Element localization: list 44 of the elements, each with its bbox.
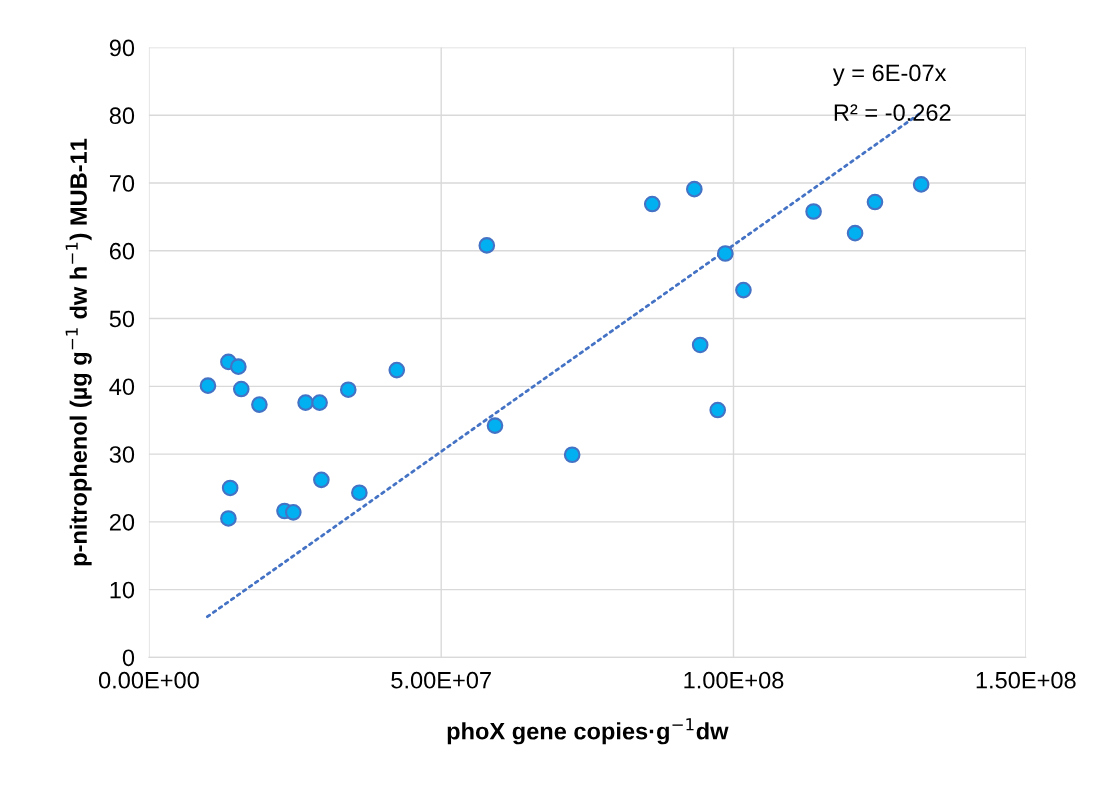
point bbox=[339, 381, 357, 399]
point bbox=[643, 195, 661, 213]
y-axis-title: p-nitrophenol (µg g$^{−1}$ dw h$^{−1}$) MUB-11 bbox=[65, 138, 92, 566]
point bbox=[709, 401, 727, 419]
annotation: y = 6E-07x bbox=[832, 64, 947, 86]
y-tick-label: 70 bbox=[109, 175, 135, 192]
point bbox=[313, 471, 330, 489]
y-tick-label: 20 bbox=[109, 513, 135, 531]
y-tick-label: 0 bbox=[122, 649, 135, 667]
point bbox=[220, 510, 237, 527]
y-tick-label: 50 bbox=[109, 310, 135, 328]
y-tick-label: 60 bbox=[109, 242, 135, 260]
point bbox=[912, 176, 930, 193]
y-tick-label: 90 bbox=[109, 39, 135, 57]
y-tick-label: 80 bbox=[109, 107, 135, 125]
x-axis-title: phoX gene copies·g$^{−1}$dw bbox=[447, 718, 729, 745]
point bbox=[388, 361, 406, 379]
point bbox=[297, 394, 314, 411]
y-tick-label: 10 bbox=[110, 581, 135, 599]
annotation: R² = -0.262 bbox=[834, 104, 951, 121]
x-tick-label: 5.00E+07 bbox=[391, 671, 491, 689]
point bbox=[716, 245, 734, 262]
point bbox=[563, 446, 581, 464]
point bbox=[486, 417, 504, 434]
point bbox=[846, 224, 864, 242]
point bbox=[866, 193, 884, 211]
point bbox=[251, 396, 268, 413]
point bbox=[232, 380, 250, 398]
point bbox=[686, 180, 703, 198]
y-tick-label: 40 bbox=[109, 378, 135, 396]
point bbox=[221, 479, 239, 497]
point bbox=[478, 237, 496, 254]
point bbox=[351, 484, 368, 502]
point bbox=[735, 281, 752, 299]
x-tick-label: 1.00E+08 bbox=[684, 671, 784, 689]
point bbox=[805, 203, 822, 220]
point bbox=[199, 377, 217, 394]
point bbox=[284, 504, 302, 521]
x-tick-label: 0.00E+00 bbox=[98, 671, 199, 689]
y-tick-label: 30 bbox=[109, 446, 135, 463]
x-tick-label: 1.50E+08 bbox=[976, 671, 1076, 689]
point bbox=[311, 394, 328, 411]
point bbox=[691, 336, 709, 354]
point bbox=[230, 358, 247, 375]
